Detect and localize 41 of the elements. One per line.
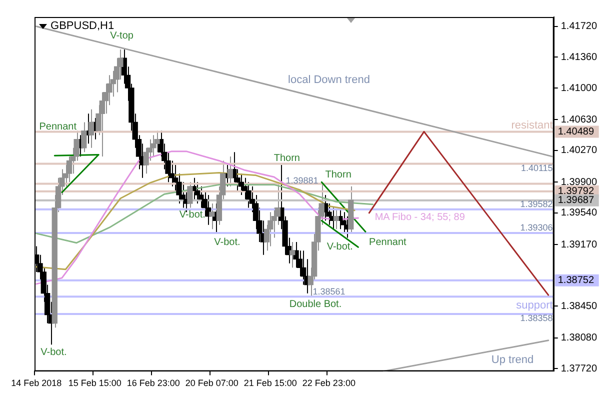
annotation: 1.38358 [520, 312, 553, 323]
annotation: 1.39582 [520, 198, 553, 209]
annotation: V-bot. [214, 237, 240, 248]
annotation: Pennant [369, 237, 407, 248]
ref-line-label: 1.40489 [558, 126, 594, 138]
y-tick-label: 1.40630 [560, 114, 598, 126]
x-tick-label: 20 Feb 07:00 [185, 378, 238, 388]
annotation: V-top [110, 30, 134, 42]
y-tick-label: 1.41720 [560, 21, 598, 32]
x-tick-label: 14 Feb 2018 [11, 378, 62, 388]
annotation: V-bot. [326, 241, 353, 252]
x-tick-label: 15 Feb 15:00 [68, 378, 122, 388]
y-tick-label: 1.38080 [560, 332, 598, 344]
annotation: Double Bot. [289, 299, 342, 310]
annotation: V-bot. [40, 347, 67, 358]
x-tick-label: 22 Feb 23:00 [302, 378, 356, 388]
annotation: MA Fibo - 34; 55; 89 [374, 212, 466, 224]
y-tick-label: 1.39900 [560, 176, 598, 188]
ref-line-label: 1.39792 [558, 186, 594, 198]
annotation: 1.39881 [286, 175, 318, 186]
ref-line-label: 1.39687 [558, 195, 594, 206]
y-tick-label: 1.41360 [560, 52, 598, 63]
annotation: Thorn [325, 169, 352, 180]
annotation: Thorn [274, 153, 300, 164]
annotation: 1.39306 [520, 222, 553, 233]
y-tick-label: 1.40270 [560, 145, 598, 156]
y-tick-label: 1.39540 [560, 208, 598, 219]
y-tick-label: 1.38450 [560, 300, 598, 312]
chart-title: GBPUSD,H1 [50, 20, 114, 32]
annotation: Pennant [39, 122, 77, 133]
annotation: 1.38561 [312, 286, 346, 297]
y-tick-label: 1.39170 [560, 239, 598, 250]
y-tick-label: 1.37720 [560, 363, 598, 374]
ref-line-label: 1.38752 [558, 275, 594, 286]
annotation: local Down trend [288, 74, 370, 86]
annotation: V-bot. [179, 210, 206, 221]
annotation: Up trend [491, 354, 534, 366]
x-tick-label: 21 Feb 15:00 [244, 378, 297, 388]
annotation: 1.40115 [520, 163, 553, 174]
y-tick-label: 1.41000 [560, 82, 598, 94]
x-tick-label: 16 Feb 23:00 [126, 378, 180, 388]
